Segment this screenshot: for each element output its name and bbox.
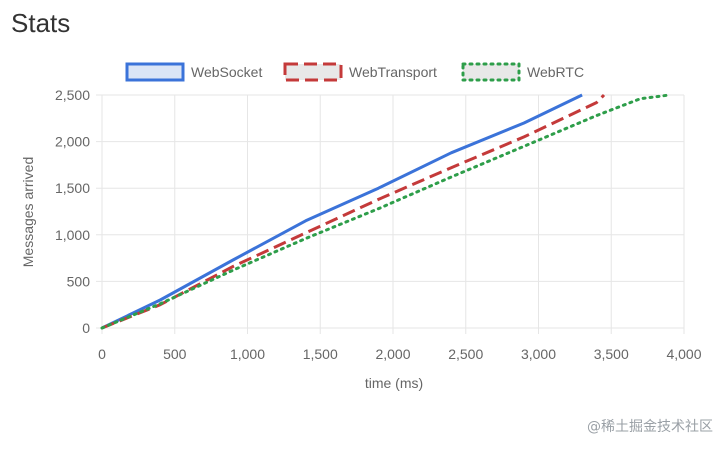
x-tick-label: 500 (163, 346, 187, 362)
legend[interactable]: WebSocket WebTransport WebRTC (125, 62, 584, 82)
x-tick-label: 0 (98, 346, 106, 362)
series-line-websocket (101, 93, 583, 330)
x-tick-label: 1,500 (303, 346, 338, 362)
series-line-webrtc (100, 93, 671, 330)
legend-label: WebTransport (349, 64, 437, 80)
x-tick-label: 3,500 (594, 346, 629, 362)
x-axis-label: time (ms) (365, 375, 423, 391)
x-tick-label: 3,000 (521, 346, 556, 362)
x-tick-label: 1,000 (230, 346, 265, 362)
watermark: @稀土掘金技术社区 (587, 419, 713, 435)
legend-label: WebRTC (527, 64, 584, 80)
y-tick-label: 500 (67, 273, 91, 289)
y-tick-label: 1,000 (55, 227, 90, 243)
y-tick-label: 2,000 (55, 134, 90, 150)
series-group (100, 93, 671, 330)
legend-swatch (283, 62, 343, 82)
x-tick-label: 2,000 (375, 346, 410, 362)
axes: 0 500 1,000 1,500 2,000 2,500 3,000 3,500 4,000 0… (55, 87, 702, 362)
x-tick-label: 4,000 (666, 346, 701, 362)
legend-swatch (125, 62, 185, 82)
legend-item-webrtc[interactable]: WebRTC (461, 62, 584, 82)
grid (96, 94, 685, 334)
y-axis-label: Messages arrived (20, 157, 36, 268)
y-tick-label: 0 (82, 320, 90, 336)
legend-item-websocket[interactable]: WebSocket (125, 62, 262, 82)
x-tick-label: 2,500 (448, 346, 483, 362)
y-tick-label: 1,500 (55, 180, 90, 196)
page-title: Stats (11, 8, 71, 38)
series-line-webtransport (101, 93, 606, 330)
legend-swatch (461, 62, 521, 82)
y-tick-label: 2,500 (55, 87, 90, 103)
legend-label: WebSocket (191, 64, 262, 80)
legend-item-webtransport[interactable]: WebTransport (283, 62, 437, 82)
